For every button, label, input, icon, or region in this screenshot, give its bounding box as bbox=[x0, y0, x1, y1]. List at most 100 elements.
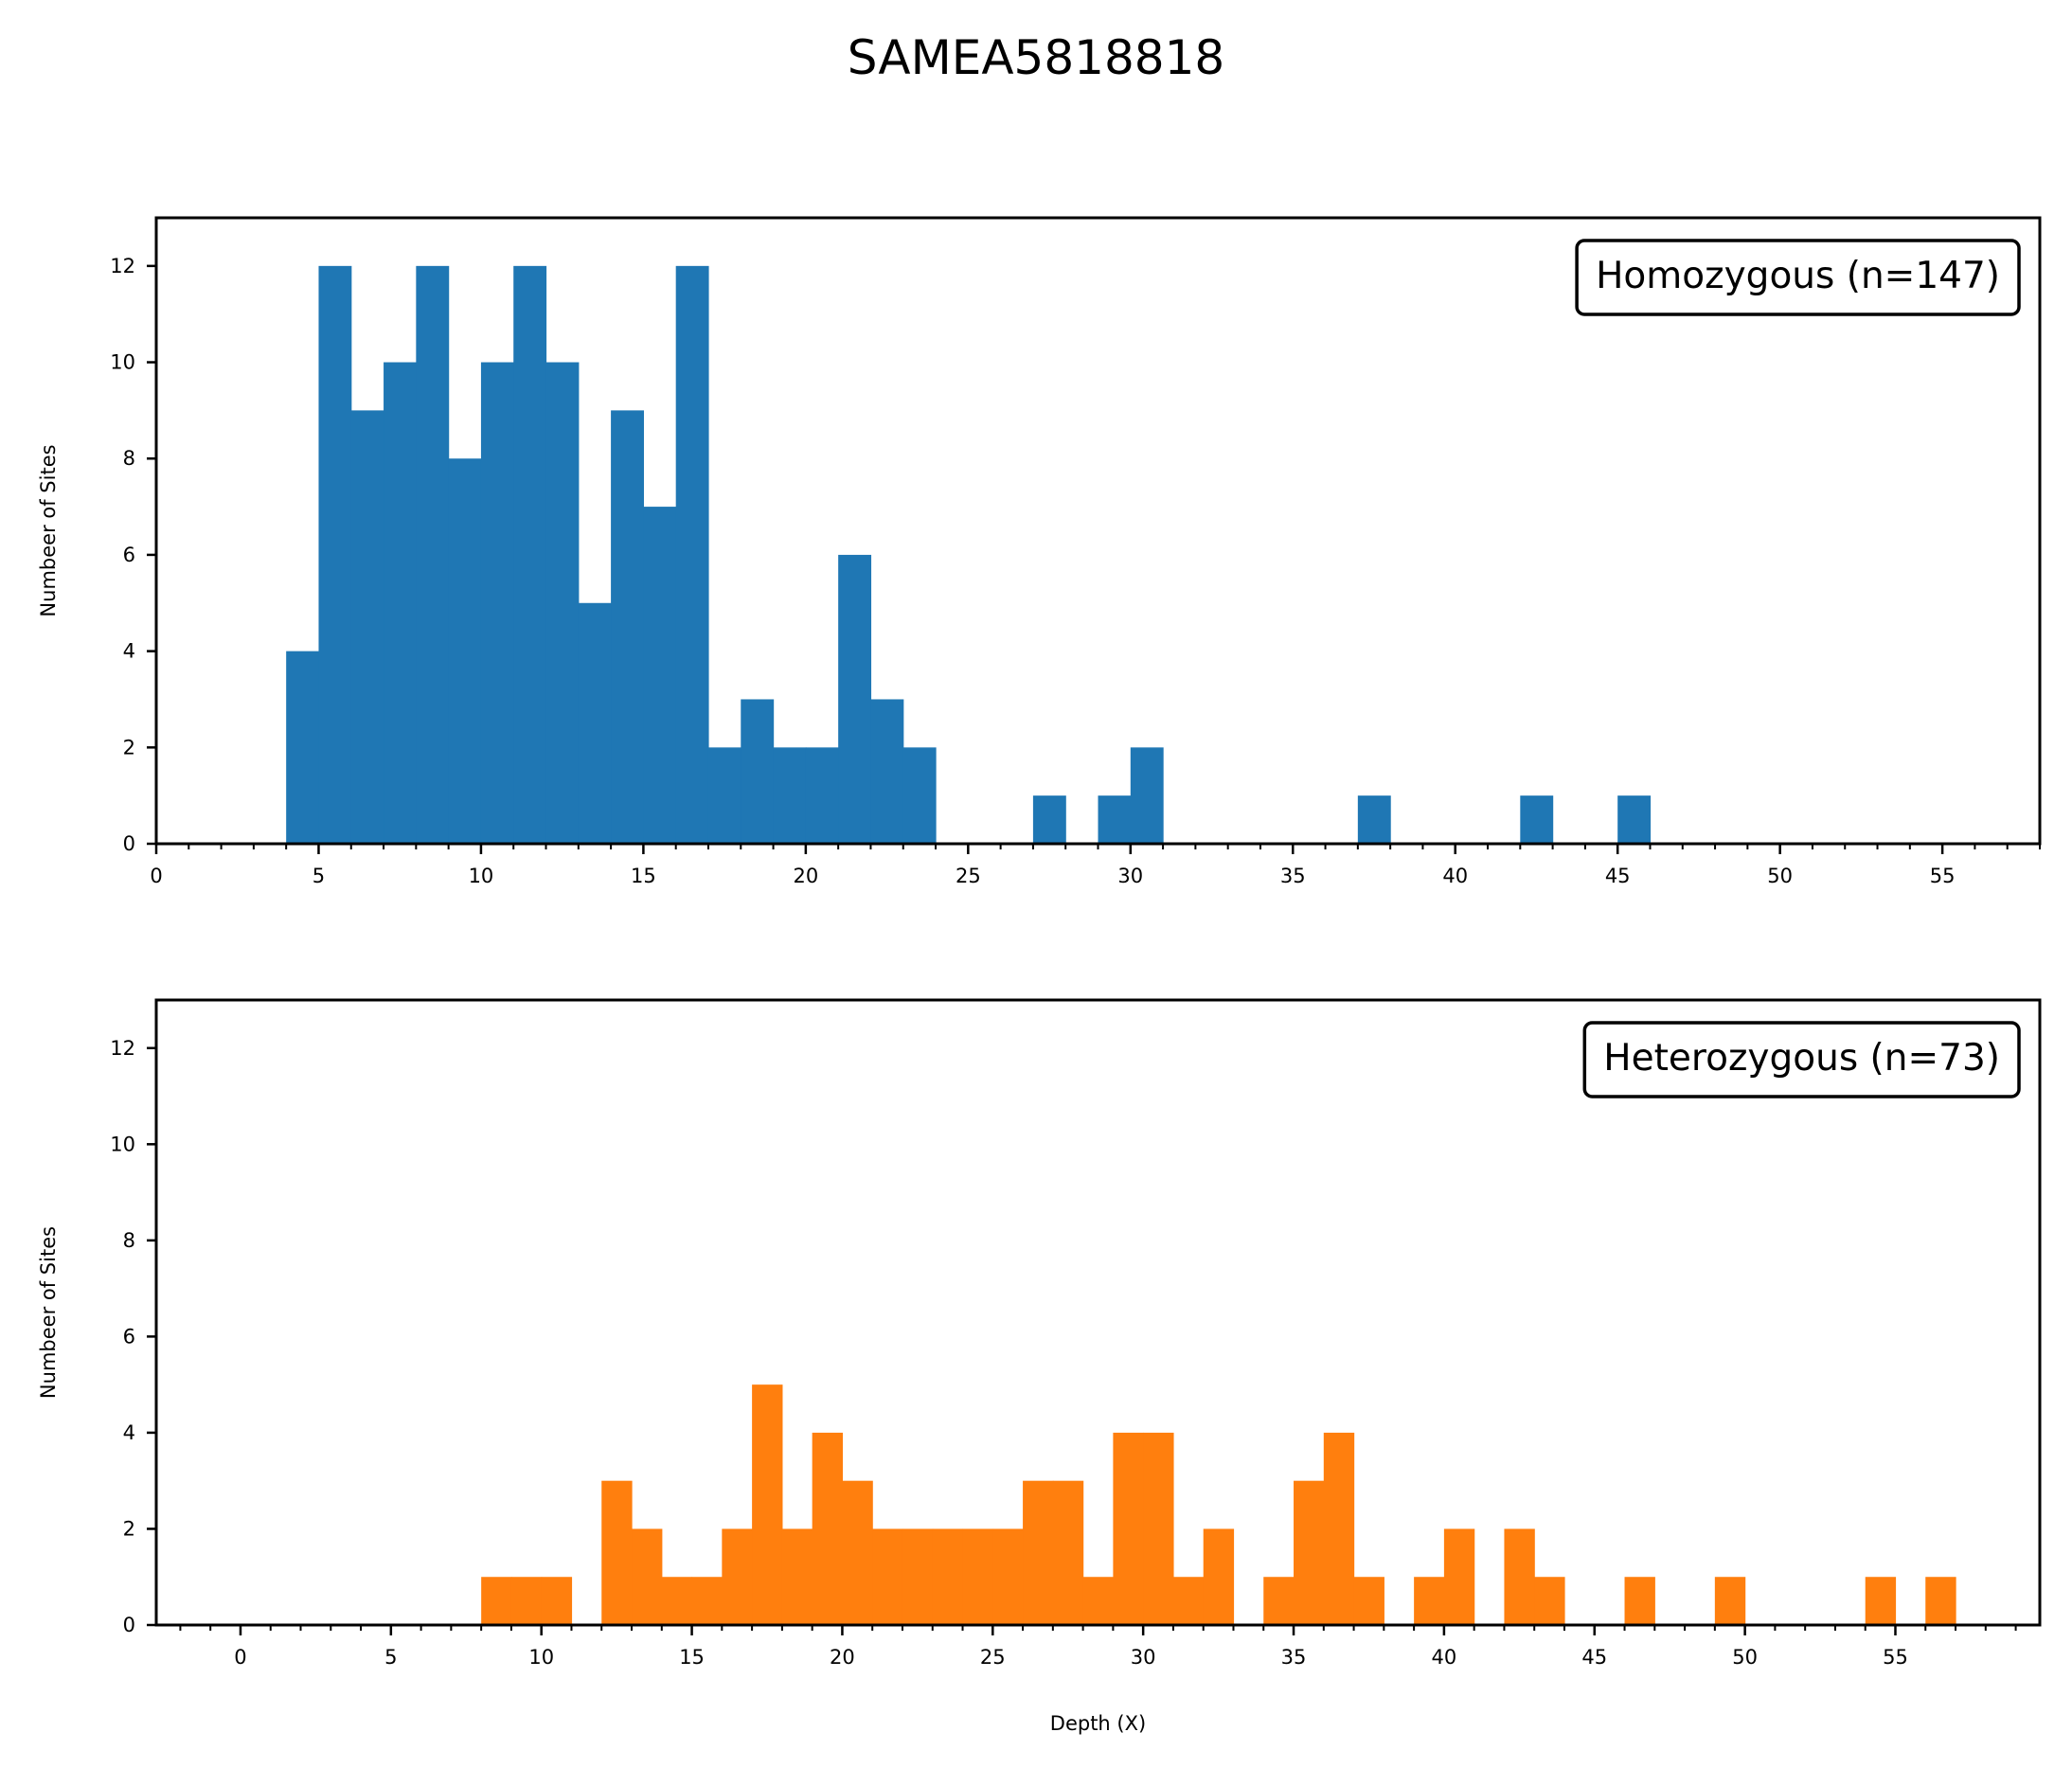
figure-title: SAMEA5818818 bbox=[848, 30, 1225, 85]
x-tick-label: 10 bbox=[469, 865, 494, 887]
x-tick-label: 40 bbox=[1442, 865, 1468, 887]
y-tick-label: 6 bbox=[123, 544, 135, 566]
x-tick-label: 35 bbox=[1280, 865, 1306, 887]
histogram-panel-2: 0 2 4 6 8 10 12 0 5 10 15 20 25 30 35 40 45 50 55 Numbeer o… bbox=[37, 998, 2042, 1735]
y-tick-label: 10 bbox=[110, 351, 135, 374]
histogram-bar bbox=[1414, 1577, 1445, 1625]
x-tick-label: 55 bbox=[1883, 1646, 1908, 1669]
histogram-bar bbox=[1023, 1480, 1054, 1625]
y-tick-label: 0 bbox=[123, 832, 135, 855]
histogram-bar bbox=[675, 265, 709, 845]
histogram-bar bbox=[1624, 1577, 1655, 1625]
histogram-bar bbox=[1143, 1432, 1174, 1625]
histogram-bar bbox=[902, 747, 937, 844]
histogram-bar bbox=[318, 265, 352, 845]
histogram-bar bbox=[842, 1480, 873, 1625]
legend: Heterozygous (n=73) bbox=[1582, 1021, 2021, 1098]
histogram-panel-1: 0 2 4 6 8 10 12 0 5 10 15 20 25 30 35 40 45 50 55 Numbeer o… bbox=[37, 216, 2042, 887]
x-tick-label: 15 bbox=[631, 865, 656, 887]
histogram-bar bbox=[480, 362, 514, 844]
histogram-bar bbox=[1130, 747, 1164, 844]
x-tick-label: 45 bbox=[1581, 1646, 1607, 1669]
histogram-bar bbox=[578, 602, 612, 844]
x-axis-label: Depth (X) bbox=[1050, 1712, 1146, 1735]
y-tick-label: 2 bbox=[123, 1517, 135, 1540]
y-tick-label: 8 bbox=[123, 1229, 135, 1252]
histogram-bar bbox=[962, 1528, 993, 1625]
histogram-bar bbox=[1323, 1432, 1355, 1625]
histogram-bar bbox=[1534, 1577, 1565, 1625]
x-tick-label: 40 bbox=[1432, 1646, 1457, 1669]
histogram-bar bbox=[838, 554, 872, 844]
histogram-bar bbox=[1113, 1432, 1144, 1625]
histogram-bar bbox=[1172, 1577, 1205, 1625]
x-tick-label: 25 bbox=[980, 1646, 1006, 1669]
histogram-bar bbox=[1504, 1528, 1535, 1625]
y-tick-label: 4 bbox=[123, 640, 135, 663]
y-tick-label: 12 bbox=[110, 255, 135, 277]
histogram-bar bbox=[1865, 1577, 1897, 1625]
histogram-bar bbox=[1443, 1528, 1475, 1625]
x-tick-label: 15 bbox=[679, 1646, 705, 1669]
histogram-bar bbox=[286, 651, 320, 844]
x-tick-label: 0 bbox=[150, 865, 162, 887]
histogram-bar bbox=[661, 1577, 693, 1625]
x-tick-label: 20 bbox=[830, 1646, 855, 1669]
x-tick-label: 10 bbox=[528, 1646, 554, 1669]
x-tick-label: 30 bbox=[1117, 865, 1143, 887]
histogram-bar bbox=[611, 410, 644, 844]
histogram-bar bbox=[481, 1577, 512, 1625]
histogram-bar bbox=[384, 362, 417, 844]
histogram-bar bbox=[870, 699, 904, 844]
y-tick-label: 4 bbox=[123, 1421, 135, 1444]
axes-frame bbox=[154, 998, 2042, 1627]
histogram-bar bbox=[1052, 1480, 1084, 1625]
histogram-bar bbox=[1353, 1577, 1384, 1625]
histogram-bar bbox=[932, 1528, 964, 1625]
x-tick-label: 0 bbox=[234, 1646, 246, 1669]
histogram-bar bbox=[416, 265, 450, 845]
histogram-bar bbox=[1098, 795, 1132, 844]
histogram-bar bbox=[510, 1577, 543, 1625]
histogram-bar bbox=[1203, 1528, 1235, 1625]
legend-box bbox=[1575, 239, 2021, 316]
histogram-bar bbox=[781, 1528, 813, 1625]
histogram-bar bbox=[541, 1577, 573, 1625]
legend-box bbox=[1582, 1021, 2021, 1098]
histogram-bar bbox=[513, 265, 547, 845]
x-tick-label: 50 bbox=[1732, 1646, 1758, 1669]
histogram-bar bbox=[1082, 1577, 1114, 1625]
x-tick-label: 20 bbox=[793, 865, 818, 887]
histogram-bar bbox=[545, 362, 580, 844]
y-tick-label: 8 bbox=[123, 447, 135, 470]
y-axis-label: Numbeer of Sites bbox=[37, 1226, 60, 1399]
histogram-bar bbox=[872, 1528, 903, 1625]
y-tick-label: 10 bbox=[110, 1133, 135, 1155]
x-tick-label: 5 bbox=[384, 1646, 397, 1669]
histogram-bar bbox=[1294, 1480, 1325, 1625]
x-tick-label: 45 bbox=[1605, 865, 1631, 887]
x-tick-label: 5 bbox=[313, 865, 325, 887]
x-tick-label: 55 bbox=[1930, 865, 1956, 887]
histogram-bar bbox=[722, 1528, 753, 1625]
histogram-bar bbox=[741, 699, 775, 844]
x-tick-label: 25 bbox=[956, 865, 981, 887]
y-tick-label: 2 bbox=[123, 736, 135, 759]
y-axis-label: Numbeer of Sites bbox=[37, 444, 60, 616]
histogram-bar bbox=[805, 747, 839, 844]
histogram-bar bbox=[1263, 1577, 1295, 1625]
histogram-bar bbox=[1925, 1577, 1956, 1625]
histogram-bar bbox=[1617, 795, 1652, 844]
histogram-bar bbox=[448, 458, 482, 844]
histogram-bar bbox=[902, 1528, 934, 1625]
y-tick-label: 6 bbox=[123, 1325, 135, 1348]
histogram-bar bbox=[350, 410, 384, 844]
y-tick-label: 12 bbox=[110, 1037, 135, 1060]
histogram-bar bbox=[773, 747, 807, 844]
histogram-bar bbox=[1357, 795, 1391, 844]
histogram-bar bbox=[992, 1528, 1024, 1625]
histogram-bar bbox=[632, 1528, 663, 1625]
histogram-bar bbox=[752, 1384, 783, 1625]
